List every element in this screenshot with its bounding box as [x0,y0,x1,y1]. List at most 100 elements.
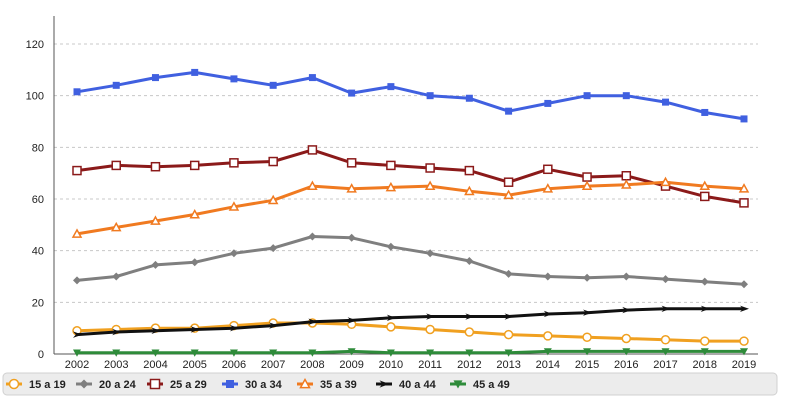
data-point [229,158,239,168]
legend-item: 15 a 19 [6,378,66,391]
data-point [504,313,514,320]
x-tick-label: 2016 [614,359,638,371]
data-point [73,349,81,357]
data-point [347,233,356,242]
series-40-a-44 [73,305,749,338]
data-point [151,327,161,334]
data-point [112,272,121,281]
data-point [112,81,120,89]
data-point [425,324,435,335]
data-point [739,198,749,208]
data-point [348,89,356,97]
data-point [660,176,671,187]
data-point [503,189,514,200]
x-tick-label: 2017 [653,359,677,371]
data-point [583,273,592,282]
data-point [150,215,161,225]
data-point [543,272,552,281]
data-point [583,309,593,316]
series-35-a-39 [71,176,750,238]
data-point [230,75,238,83]
series-line [76,235,745,286]
data-point [464,185,475,196]
data-point [308,232,317,241]
x-tick-label: 2013 [496,359,520,371]
data-point [346,183,357,193]
data-point [269,81,277,89]
data-point [226,380,234,388]
data-point [229,349,238,357]
data-point [151,74,159,82]
data-point [112,349,121,357]
x-tick-label: 2012 [457,359,481,371]
series-line [76,70,745,121]
x-tick-label: 2007 [261,359,285,371]
data-point [700,348,709,356]
legend-label: 30 a 34 [245,379,283,391]
series-20-a-24 [73,232,748,289]
x-tick-label: 2018 [693,359,717,371]
x-tick-label: 2015 [575,359,599,371]
x-tick-label: 2008 [300,359,324,371]
data-point [386,322,396,332]
data-point [386,349,395,357]
data-point [621,171,632,181]
data-point [622,92,630,100]
legend-item: 25 a 29 [147,378,207,391]
data-point [662,98,670,106]
data-point [661,275,670,284]
x-tick-label: 2003 [104,359,128,371]
data-point [189,160,200,171]
legend-label: 35 a 39 [320,379,357,391]
data-point [622,348,631,356]
data-point [740,305,749,312]
legend-item: 20 a 24 [76,379,137,391]
legend-item: 40 a 44 [376,379,437,391]
data-point [346,158,357,168]
data-point [228,201,240,211]
data-point [465,94,473,102]
data-point [72,165,82,176]
legend-label: 45 a 49 [473,379,510,391]
data-point [8,378,20,390]
data-point [71,228,83,238]
legend-label: 25 a 29 [170,379,207,391]
data-point [543,348,552,356]
data-point [465,257,474,265]
x-tick-label: 2019 [732,359,756,371]
data-point [583,348,592,356]
data-point [504,349,513,357]
series-line [76,321,744,343]
data-point [347,317,357,324]
data-point [385,181,397,192]
series-line [77,349,744,355]
data-point [111,160,121,171]
data-point [110,221,122,232]
data-point [621,333,632,344]
y-tick-label: 20 [32,297,44,309]
legend-label: 15 a 19 [29,379,66,391]
data-point [465,349,474,357]
data-point [660,335,671,345]
data-point [465,313,475,320]
y-tick-label: 0 [38,349,44,361]
plot-area [71,68,750,357]
data-point [583,92,591,100]
data-point [699,180,711,191]
data-point [582,332,592,342]
data-point [386,160,396,171]
data-point [308,74,316,82]
x-tick-label: 2014 [536,359,560,371]
y-tick-label: 80 [32,142,44,154]
x-tick-label: 2009 [339,359,363,371]
series-line [76,148,745,205]
legend-label: 40 a 44 [399,379,437,391]
data-point [307,145,318,155]
data-point [543,164,553,175]
data-point [582,172,592,182]
data-point [379,380,390,388]
data-point [504,269,513,278]
data-point [464,327,475,337]
data-point [543,331,553,341]
